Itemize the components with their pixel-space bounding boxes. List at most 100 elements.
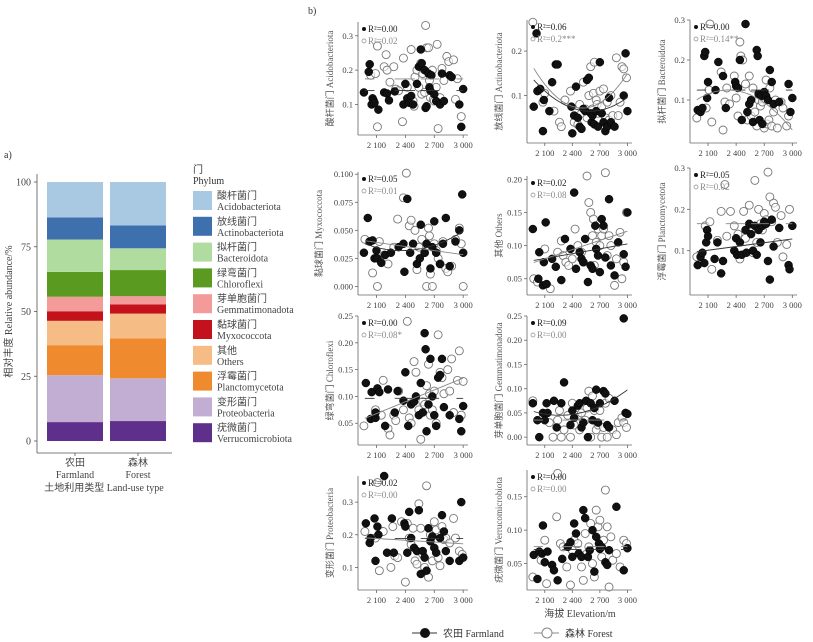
legend-label-en: Bacteroidota: [217, 254, 269, 265]
farmland-point: [619, 314, 628, 323]
farmland-point: [619, 249, 628, 259]
bar-segment-chloroflexi: [110, 270, 166, 297]
legend-label-cn: 放线菌门: [217, 215, 257, 228]
farmland-point: [420, 553, 429, 562]
forest-point: [556, 122, 566, 132]
farmland-point: [788, 221, 797, 231]
legend-swatch-myxococcota: [193, 320, 212, 339]
forest-point: [433, 330, 443, 340]
forest-point: [562, 562, 572, 572]
legend-label-en: Myxococcota: [217, 331, 272, 342]
scatter-legend: 农田 Farmland 森林 Forest: [412, 627, 613, 640]
farmland-point: [571, 529, 581, 538]
r2-forest-marker: [361, 492, 367, 498]
farmland-point: [601, 253, 610, 262]
forest-point: [617, 274, 627, 284]
farmland-point: [445, 410, 454, 420]
forest-point: [570, 224, 580, 234]
r2-farmland-marker: [694, 25, 698, 29]
legend-swatch-chloroflexi: [193, 268, 212, 288]
farmland-point: [393, 386, 402, 396]
farmland-point: [457, 427, 466, 436]
y-tick-label: 0.050: [334, 225, 353, 235]
farmland-point: [560, 234, 570, 244]
forest-point: [744, 71, 754, 81]
y-axis-label: 酸杆菌门 Acidobacteriota: [324, 31, 335, 127]
y-tick-label: 0.05: [507, 559, 522, 569]
forest-point: [718, 125, 728, 135]
x-tick-label: 3 000: [618, 300, 637, 310]
farmland-point: [528, 398, 538, 408]
x-tick-label: 2 400: [563, 148, 582, 158]
farmland-point: [365, 60, 374, 69]
y-axis-label: 其他 Others: [493, 213, 504, 258]
farmland-point: [610, 122, 619, 131]
legend-label-cn: 拟杆菌门: [217, 241, 257, 254]
farmland-point: [786, 107, 795, 117]
forest-point: [584, 198, 594, 207]
farmland-point: [373, 522, 382, 531]
farmland-point: [579, 257, 588, 267]
forest-point: [577, 562, 586, 572]
farmland-point: [593, 418, 603, 427]
y-axis-label: 拟杆菌门 Bacteroidota: [656, 39, 667, 123]
forest-point: [398, 53, 408, 63]
y-tick-label: 0.2: [342, 65, 353, 75]
r2-forest: R²=0.2***: [537, 34, 576, 44]
r2-forest-marker: [530, 332, 536, 338]
bar-segment-gemmatimonadota: [110, 296, 166, 305]
forest-point: [729, 221, 739, 231]
x-tick-label: 2 700: [590, 595, 609, 605]
farmland-point: [590, 403, 599, 413]
farmland-point: [710, 254, 719, 264]
x-tick-label: 2 100: [535, 148, 554, 158]
scatter-panel-actinobacteriota: 0.1 0.2 2 100 2 400 2 700 3 000 放线菌门 Actinobac…: [493, 17, 637, 158]
y-tick-label: 0.15: [507, 207, 522, 217]
forest-point: [393, 214, 403, 224]
farmland-point: [437, 510, 447, 520]
forest-point: [425, 231, 434, 241]
r2-farmland-marker: [531, 25, 535, 29]
forest-point: [424, 43, 433, 53]
farmland-point: [580, 513, 590, 523]
farmland-point: [368, 236, 377, 245]
y-tick-label: 0.20: [338, 338, 353, 348]
r2-farmland-marker: [531, 475, 535, 479]
farmland-point: [435, 370, 445, 380]
scatter-panel-proteobacteria: 0.1 0.2 0.3 2 100 2 400 2 700 3 000 变形菌门 Proteo…: [324, 471, 473, 605]
legend-label-en: Gemmatimonadota: [217, 305, 294, 316]
farmland-point: [700, 258, 709, 268]
farmland-point: [767, 215, 776, 224]
forest-point: [566, 86, 575, 96]
forest-point: [378, 375, 388, 385]
y-tick-label: 100: [16, 178, 31, 189]
fit-line-forest: [364, 537, 464, 545]
farmland-point: [579, 418, 588, 427]
farmland-point: [439, 96, 449, 106]
forest-point: [402, 316, 412, 326]
legend-label-cn: 浮霉菌门: [217, 370, 257, 383]
y-tick-label: 0.10: [507, 241, 522, 251]
forest-point: [588, 231, 597, 241]
forest-point: [385, 430, 395, 440]
farmland-point: [424, 523, 433, 533]
farmland-point: [713, 238, 722, 247]
r2-farmland: R²=0.05: [700, 170, 730, 180]
farmland-point: [416, 378, 426, 388]
forest-point: [553, 468, 563, 478]
farmland-point: [441, 546, 451, 556]
farmland-point: [458, 553, 468, 562]
legend-swatch-acidobacteriota: [193, 191, 212, 210]
forest-point: [744, 200, 754, 210]
farmland-point: [621, 49, 630, 58]
bar-segment-proteobacteria: [110, 378, 166, 422]
r2-farmland: R²=0.02: [368, 478, 398, 488]
forest-point: [582, 171, 592, 181]
y-axis-label: 疣微菌门 Verrucomicrobiota: [493, 477, 504, 583]
y-tick-label: 0.20: [507, 174, 522, 184]
x-tick-label: 2 100: [367, 595, 386, 605]
farmland-point: [455, 226, 464, 235]
forest-point: [739, 206, 749, 216]
legend-label-en: Planctomycetota: [217, 383, 284, 394]
